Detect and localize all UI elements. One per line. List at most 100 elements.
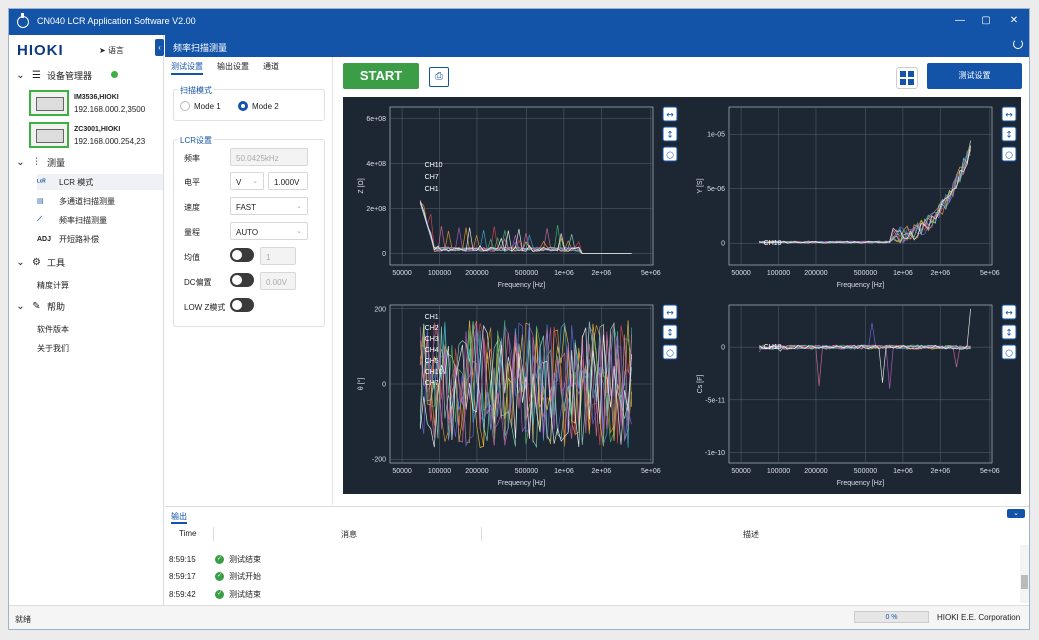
radio-mode-2[interactable]: Mode 2 [238, 101, 279, 111]
col-message: 消息 [341, 530, 357, 539]
series-line [759, 145, 971, 244]
series-label: CH10 [764, 240, 782, 247]
start-button[interactable]: START [343, 63, 419, 89]
freq-field[interactable]: 50.0425kHz [230, 148, 308, 166]
series-line [759, 150, 971, 244]
output-scrollbar[interactable] [1020, 545, 1029, 603]
minimize-icon[interactable]: — [955, 15, 965, 26]
y-tick-label: 0 [382, 382, 386, 389]
log-time: 8:59:15 [169, 554, 196, 564]
language-button[interactable]: ➤ 语言 [99, 45, 124, 56]
radio-mode-1[interactable]: Mode 1 [180, 101, 221, 111]
level-value-field[interactable]: 1.000V [268, 172, 308, 190]
series-line [419, 202, 632, 255]
freq-row: 频率 50.0425kHz [184, 148, 324, 166]
sidebar-item-software-version[interactable]: 软件版本 [37, 325, 69, 334]
hioki-logo: HIOKI [17, 42, 64, 59]
dc-bias-toggle[interactable] [230, 273, 254, 287]
main-header: 频率扫描测量 [165, 35, 1029, 57]
collapse-output-icon[interactable]: ⌄ [1007, 509, 1025, 518]
series-label: CH10 [425, 162, 443, 169]
zoom-x-icon [662, 106, 678, 122]
nav-device-manager[interactable]: ⌄ ☰ 设备管理器 [15, 67, 92, 83]
log-time: 8:59:17 [169, 571, 196, 581]
series-line [419, 202, 632, 255]
device-item[interactable]: IM3536,HIOKI 192.168.000.2,3500 [29, 90, 157, 118]
x-axis-label: Frequency [Hz] [837, 480, 885, 487]
series-label: CH4 [425, 347, 439, 354]
sidebar-item-lcr-mode[interactable]: ᴸᶜᴿ LCR 模式 [37, 174, 163, 190]
sidebar-item-label: 开短路补偿 [59, 234, 99, 244]
series-label: CH7 [425, 380, 439, 387]
device-thumbnail [29, 90, 69, 116]
dc-bias-field[interactable]: 0.00V [260, 272, 296, 290]
y-tick-label: 0 [382, 251, 386, 258]
scrollbar-thumb[interactable] [1021, 575, 1028, 589]
plot-frame [389, 106, 654, 266]
layout-grid-button[interactable] [896, 67, 918, 89]
dc-bias-label: DC偏置 [184, 278, 212, 287]
device-name: ZC3001,HIOKI [74, 126, 121, 133]
group-title: 扫描模式 [178, 85, 214, 96]
sidebar-item-freq-sweep[interactable]: ⟋ 频率扫描测量 [37, 212, 163, 228]
output-tab[interactable]: 输出 [171, 511, 187, 524]
sidebar-item-accuracy-calc[interactable]: 精度计算 [37, 281, 69, 290]
refresh-icon[interactable] [1013, 39, 1023, 49]
y-tick-label: 1e-05 [707, 132, 725, 139]
avg-field[interactable]: 1 [260, 247, 296, 265]
level-row: 电平 V ⌄ 1.000V [184, 172, 324, 190]
zoom-glyph: ○ [1005, 349, 1013, 359]
range-label: 量程 [184, 228, 200, 237]
check-circle-icon: ✓ [215, 571, 224, 581]
x-tick-label: 100000 [428, 270, 451, 277]
maximize-icon[interactable]: ▢ [981, 15, 991, 26]
charts-container: 50000 100000 200000 500000 1e+06 2e+06 5e+06 0 2… [343, 97, 1021, 494]
gear-icon: ⚙ [32, 256, 41, 268]
series-line [419, 322, 632, 448]
collapse-sidebar-button[interactable]: ‹ [155, 39, 164, 56]
nav-tools[interactable]: ⌄ ⚙ 工具 [15, 254, 65, 270]
series-line [759, 308, 971, 383]
x-tick-label: 50000 [392, 270, 412, 277]
sliders-icon: ⫶ [35, 156, 38, 168]
nav-measure[interactable]: ⌄ ⫶ 测量 [15, 154, 65, 170]
sidebar-item-about[interactable]: 关于我们 [37, 344, 69, 353]
series-line [759, 145, 971, 244]
nav-help[interactable]: ⌄ ✎ 帮助 [15, 298, 65, 314]
x-tick-label: 1e+06 [554, 468, 574, 475]
level-unit-select[interactable]: V ⌄ [230, 172, 264, 190]
device-ip: 192.168.000.254,23 [74, 137, 146, 146]
tab-test-settings[interactable]: 测试设置 [171, 61, 203, 75]
save-icon[interactable]: ⎙ [429, 67, 449, 87]
sidebar-item-open-short-comp[interactable]: ADJ 开短路补偿 [37, 231, 163, 247]
tab-channel[interactable]: 通道 [263, 62, 279, 71]
lcr-settings-group: LCR设置 频率 50.0425kHz 电平 V ⌄ 1.000V 速度 FAST… [173, 135, 325, 327]
output-panel: 输出 ⌄ Time 消息 描述 8:59:15 ✓ 测试结束 8:59:17 ✓ 测试开… [165, 506, 1029, 605]
sidebar-item-multichannel-scan[interactable]: ▤ 多通道扫描测量 [37, 193, 163, 209]
avg-toggle[interactable] [230, 248, 254, 262]
settings-tabs: 测试设置 输出设置 通道 [171, 61, 279, 75]
zoom-glyph: ↕ [1005, 329, 1013, 339]
lowz-toggle[interactable] [230, 298, 254, 312]
close-icon[interactable]: ✕ [1009, 15, 1019, 26]
tab-output-settings[interactable]: 输出设置 [217, 62, 249, 71]
y-axis-label: θ [°] [357, 378, 365, 391]
y-axis-label: Cs [F] [697, 375, 704, 394]
y-tick-label: -1e-10 [705, 450, 725, 457]
range-select[interactable]: AUTO ⌄ [230, 222, 308, 240]
x-tick-label: 200000 [804, 468, 827, 475]
zoom-y-icon [662, 324, 678, 340]
reset-zoom-icon [1001, 344, 1017, 360]
page-title: 频率扫描测量 [173, 43, 228, 53]
series-line [759, 140, 971, 244]
zoom-glyph: ↔ [1005, 309, 1013, 319]
chevron-down-icon: ⌄ [296, 228, 302, 235]
device-item[interactable]: ZC3001,HIOKI 192.168.000.254,23 [29, 122, 157, 150]
settings-panel: 测试设置 输出设置 通道 扫描模式 Mode 1 Mode 2 LCR设置 频率… [165, 57, 333, 505]
test-settings-button[interactable]: 测试设置 [927, 63, 1022, 89]
speed-select[interactable]: FAST ⌄ [230, 197, 308, 215]
series-line [758, 344, 971, 387]
multichannel-icon: ▤ [37, 198, 44, 205]
speed-row: 速度 FAST ⌄ [184, 197, 324, 215]
column-divider [481, 527, 482, 541]
